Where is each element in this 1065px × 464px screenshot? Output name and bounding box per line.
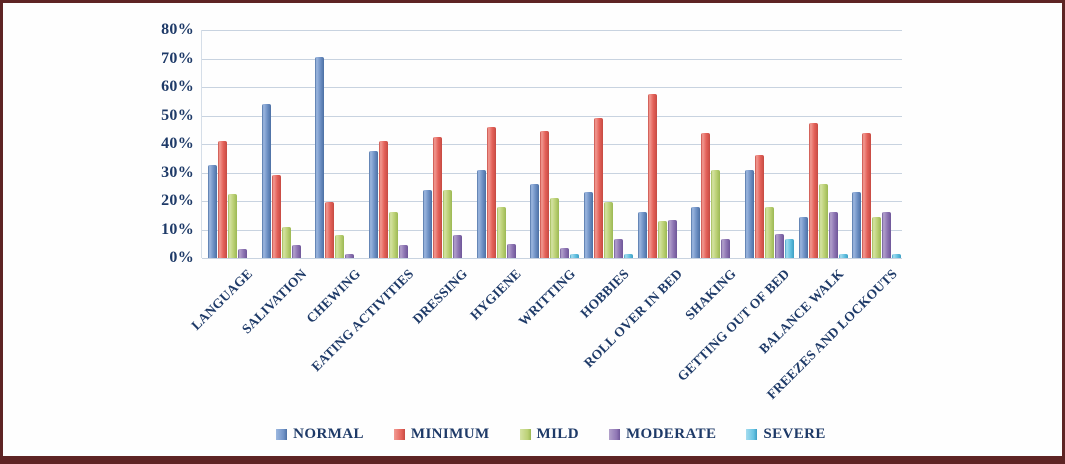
bar-minimum-getting-out-of-bed [755, 155, 765, 258]
bar-mild-eating-activities [389, 212, 399, 258]
bar-normal-eating-activities [369, 151, 379, 258]
legend-swatch-minimum [393, 429, 405, 440]
bar-mild-hygiene [496, 206, 506, 258]
x-axis-category-label: ROLL OVER IN BED [580, 266, 686, 371]
bar-minimum-eating-activities [379, 141, 389, 258]
bar-normal-dressing [422, 189, 432, 258]
gridline [202, 115, 902, 117]
bar-minimum-balance-walk [808, 122, 818, 258]
bar-normal-language [208, 165, 218, 258]
bar-mild-hobbies [603, 202, 613, 258]
y-axis-tick-label: 60% [161, 78, 194, 95]
legend-item-moderate: MODERATE [608, 426, 717, 443]
bar-moderate-freezes-and-lockouts [882, 212, 892, 258]
bar-minimum-language [218, 141, 228, 258]
bar-severe-getting-out-of-bed [785, 239, 795, 258]
bar-mild-language [228, 193, 238, 258]
bar-minimum-chewing [325, 202, 335, 258]
x-axis-category-label: WRITTING [515, 266, 578, 329]
y-axis-tick-label: 50% [161, 106, 194, 124]
y-axis-tick-label: 70% [161, 49, 194, 67]
y-axis-tick-label: 10% [161, 220, 194, 238]
bar-moderate-salivation [291, 245, 301, 258]
bar-mild-balance-walk [818, 183, 828, 258]
legend-label: NORMAL [293, 426, 364, 442]
bar-mild-salivation [281, 226, 291, 258]
gridline [202, 144, 902, 145]
legend-item-normal: NORMAL [276, 426, 364, 443]
bar-mild-writting [550, 198, 560, 258]
bar-mild-shaking [711, 169, 721, 258]
bar-normal-salivation [261, 104, 271, 258]
legend-label: MILD [536, 426, 579, 442]
x-axis-category-label: HYGIENE [467, 266, 525, 323]
x-axis-category-label: DRESSING [409, 266, 471, 327]
legend-item-severe: SEVERE [746, 426, 825, 443]
bar-moderate-getting-out-of-bed [775, 233, 785, 258]
bar-normal-hobbies [583, 192, 593, 258]
bar-severe-hobbies [623, 253, 633, 258]
bar-minimum-dressing [432, 136, 442, 258]
legend-item-mild: MILD [519, 426, 579, 443]
bar-mild-dressing [442, 189, 452, 258]
bar-severe-balance-walk [838, 253, 848, 258]
legend: NORMAL MINIMUM MILD MODERATE SEVERE [201, 426, 901, 443]
legend-swatch-moderate [608, 429, 620, 440]
bar-moderate-hygiene [506, 243, 516, 258]
y-axis-tick-label: 30% [161, 163, 194, 181]
legend-item-minimum: MINIMUM [393, 426, 490, 443]
y-axis-tick-label: 80% [161, 21, 194, 38]
bar-normal-balance-walk [798, 216, 808, 258]
bar-moderate-eating-activities [399, 245, 409, 258]
bar-normal-shaking [691, 206, 701, 258]
bar-moderate-writting [560, 248, 570, 258]
bar-moderate-roll-over-in-bed [667, 219, 677, 258]
bar-severe-writting [570, 253, 580, 258]
x-axis-category-label: EATING ACTIVITIES [308, 266, 417, 375]
bar-mild-roll-over-in-bed [657, 220, 667, 258]
y-axis-tick-label: 40% [161, 135, 194, 152]
bar-mild-freezes-and-lockouts [872, 216, 882, 258]
gridline [202, 258, 902, 259]
bar-normal-freezes-and-lockouts [852, 192, 862, 258]
bar-severe-freezes-and-lockouts [892, 253, 902, 258]
legend-label: SEVERE [763, 426, 826, 442]
y-axis-tick-label: 0% [169, 249, 194, 266]
gridline [202, 30, 902, 31]
bar-moderate-chewing [345, 253, 355, 258]
bar-mild-getting-out-of-bed [765, 206, 775, 258]
bar-moderate-shaking [721, 239, 731, 258]
plot-area [201, 30, 902, 259]
legend-label: MINIMUM [410, 426, 490, 442]
legend-swatch-severe [746, 429, 758, 440]
bar-minimum-roll-over-in-bed [647, 94, 657, 258]
bar-mild-chewing [335, 235, 345, 258]
bar-moderate-dressing [452, 235, 462, 258]
bar-minimum-freezes-and-lockouts [862, 132, 872, 258]
gridline [202, 87, 902, 88]
legend-swatch-mild [519, 429, 531, 440]
bar-moderate-language [238, 249, 248, 258]
gridline [202, 172, 902, 174]
bar-normal-chewing [315, 57, 325, 258]
x-axis-category-label: HOBBIES [576, 266, 632, 321]
bar-minimum-writting [540, 131, 550, 258]
gridline [202, 58, 902, 60]
bar-moderate-balance-walk [828, 212, 838, 258]
bar-normal-writting [530, 183, 540, 258]
bar-normal-getting-out-of-bed [745, 169, 755, 258]
legend-label: MODERATE [625, 426, 717, 442]
bar-minimum-hobbies [593, 118, 603, 258]
bar-normal-hygiene [476, 169, 486, 258]
y-axis-tick-label: 20% [161, 192, 194, 209]
bar-normal-roll-over-in-bed [637, 212, 647, 258]
legend-swatch-normal [276, 429, 288, 440]
bar-moderate-hobbies [613, 239, 623, 258]
bar-minimum-hygiene [486, 126, 496, 258]
bar-minimum-salivation [271, 175, 281, 258]
bar-minimum-shaking [701, 132, 711, 258]
